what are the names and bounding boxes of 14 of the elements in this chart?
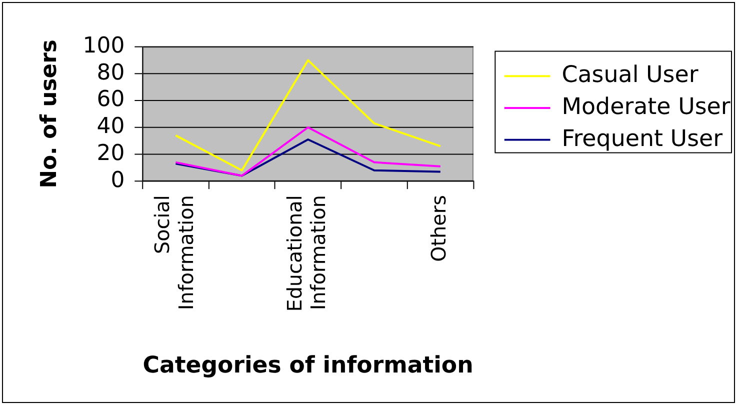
x-tick-label: Social Information	[150, 195, 198, 310]
y-tick-label: 80	[96, 60, 125, 86]
y-axis-title: No. of users	[36, 40, 62, 188]
legend-label: Casual User	[562, 62, 699, 88]
x-axis-title: Categories of information	[142, 352, 474, 378]
y-tick-label: 60	[96, 87, 125, 112]
x-tick-label: Others	[428, 195, 451, 262]
y-tick-label: 0	[110, 168, 125, 193]
y-tick-label: 40	[96, 114, 125, 140]
legend-label: Moderate User	[562, 94, 731, 120]
y-tick-label: 20	[96, 140, 125, 166]
y-tick-label: 100	[82, 33, 125, 58]
legend-label: Frequent User	[562, 126, 724, 152]
x-tick-label: Educational Information	[283, 195, 330, 312]
